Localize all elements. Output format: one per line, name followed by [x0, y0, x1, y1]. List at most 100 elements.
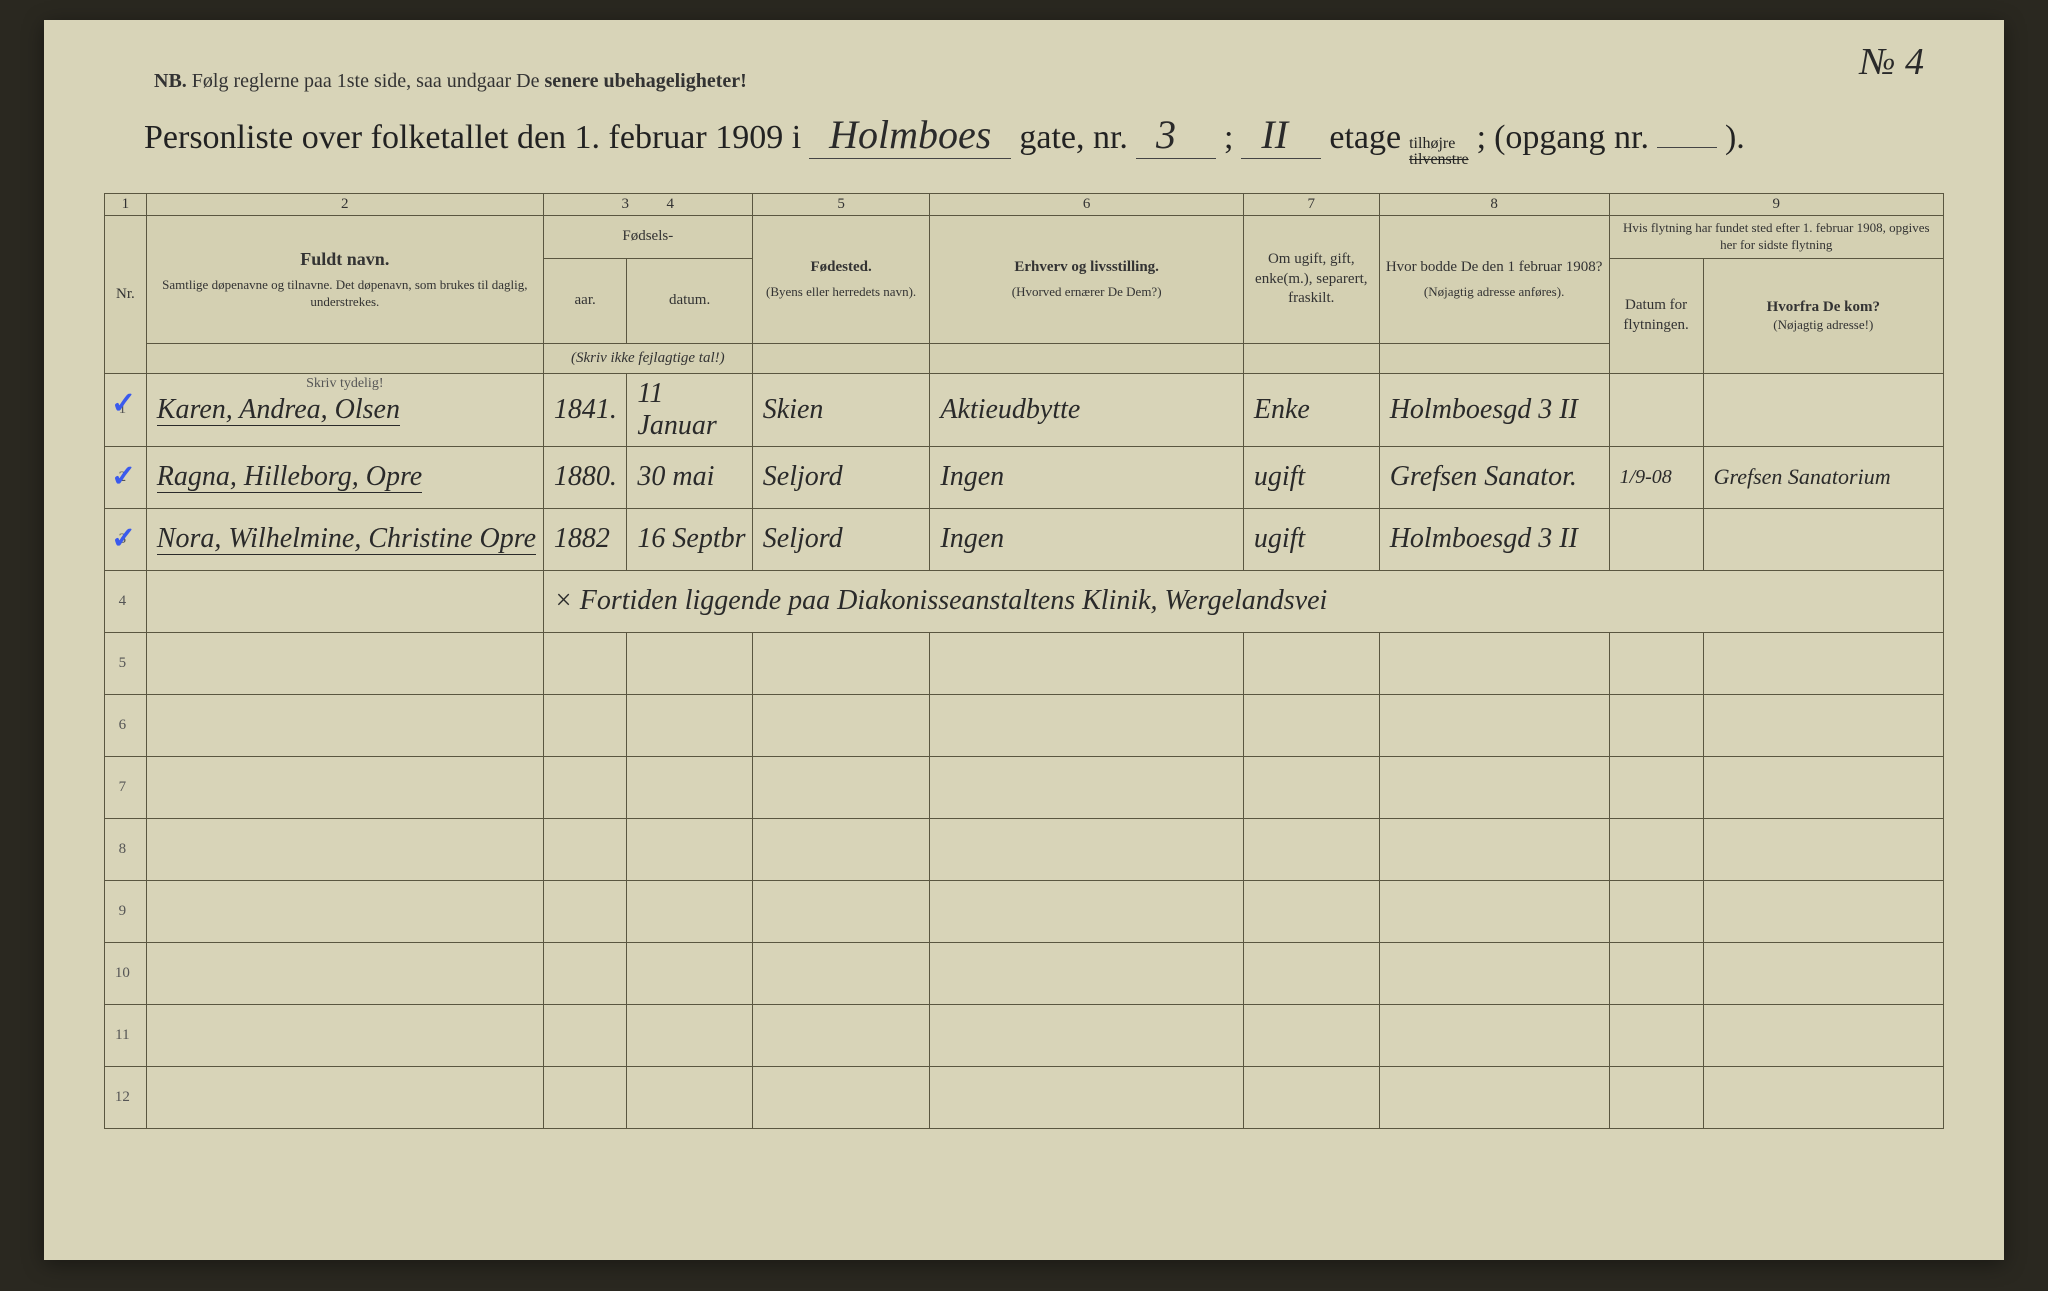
table-row-empty: 8	[105, 818, 1944, 880]
row-number: ✓2	[105, 446, 147, 508]
cell-marital: Enke	[1243, 373, 1379, 446]
table-row: ✓2Ragna, Hilleborg, Opre1880.30 maiSeljo…	[105, 446, 1944, 508]
cell-empty	[1379, 1066, 1609, 1128]
cell-empty	[1243, 1066, 1379, 1128]
cell-empty	[543, 1004, 627, 1066]
header-move-date: Datum for flytningen.	[1609, 258, 1703, 373]
cell-empty	[1379, 694, 1609, 756]
cell-name: Nora, Wilhelmine, Christine Opre	[146, 508, 543, 570]
cell-birthplace: Skien	[752, 373, 930, 446]
cell-move_date	[1609, 508, 1703, 570]
cell-empty	[930, 1066, 1243, 1128]
nb-text: Følg reglerne paa 1ste side, saa undgaar…	[192, 70, 540, 92]
cell-empty	[543, 694, 627, 756]
cell-empty	[930, 694, 1243, 756]
cell-prev_addr: Grefsen Sanator.	[1379, 446, 1609, 508]
row-number: 6	[105, 694, 147, 756]
cell-empty	[1609, 632, 1703, 694]
cell-empty	[543, 880, 627, 942]
cell-empty	[1609, 1066, 1703, 1128]
side-options: tilhøjre tilvenstre	[1409, 136, 1469, 168]
table-row: ✓1Skriv tydelig!Karen, Andrea, Olsen1841…	[105, 373, 1944, 446]
footnote-cell: × Fortiden liggende paa Diakonisseanstal…	[543, 570, 1943, 632]
cell-move_from	[1703, 373, 1943, 446]
cell-empty	[752, 694, 930, 756]
cell-empty	[752, 818, 930, 880]
cell-empty	[1703, 694, 1943, 756]
colnum-9: 9	[1609, 194, 1943, 216]
cell-empty	[1609, 880, 1703, 942]
colnum-6: 6	[930, 194, 1243, 216]
cell-empty	[146, 818, 543, 880]
cell-empty	[146, 632, 543, 694]
cell-move_date: 1/9-08	[1609, 446, 1703, 508]
nb-notice: NB. Følg reglerne paa 1ste side, saa und…	[154, 70, 1944, 93]
cell-empty	[752, 632, 930, 694]
cell-marital: ugift	[1243, 446, 1379, 508]
cell-empty	[1703, 1066, 1943, 1128]
cell-empty	[1609, 1004, 1703, 1066]
cell-empty	[627, 880, 752, 942]
cell-empty	[146, 756, 543, 818]
cell-empty	[1609, 756, 1703, 818]
cell-empty	[1243, 632, 1379, 694]
house-number: 3	[1136, 111, 1216, 159]
cell-move_from	[1703, 508, 1943, 570]
header-occupation-empty	[930, 343, 1243, 373]
cell-empty	[1243, 818, 1379, 880]
header-main-row: Nr. Fuldt navn. Samtlige døpenavne og ti…	[105, 216, 1944, 259]
cell-empty	[627, 756, 752, 818]
cell-year: 1841.	[543, 373, 627, 446]
row-number: 12	[105, 1066, 147, 1128]
header-occupation: Erhverv og livsstilling. (Hvorved ernære…	[930, 216, 1243, 344]
colnum-1: 1	[105, 194, 147, 216]
cell-empty	[1609, 942, 1703, 1004]
header-birthplace: Fødested. (Byens eller herredets navn).	[752, 216, 930, 344]
cell-empty	[1243, 880, 1379, 942]
colnum-7: 7	[1243, 194, 1379, 216]
opgang-nr	[1657, 147, 1717, 148]
table-row-empty: 5	[105, 632, 1944, 694]
cell-empty	[752, 1004, 930, 1066]
cell-move_from: Grefsen Sanatorium	[1703, 446, 1943, 508]
cell-name: Skriv tydelig!Karen, Andrea, Olsen	[146, 373, 543, 446]
row-number: ✓3	[105, 508, 147, 570]
etage-label: etage	[1329, 119, 1401, 157]
row-number: 8	[105, 818, 147, 880]
table-row-empty: 6	[105, 694, 1944, 756]
row-number: 11	[105, 1004, 147, 1066]
row-number: 5	[105, 632, 147, 694]
row-number: 9	[105, 880, 147, 942]
header-col9: Hvis flytning har fundet sted efter 1. f…	[1609, 216, 1943, 259]
cell-empty	[543, 632, 627, 694]
cell-empty	[543, 818, 627, 880]
cell-name: Ragna, Hilleborg, Opre	[146, 446, 543, 508]
cell-empty	[752, 1066, 930, 1128]
skriv-tydelig-label: Skriv tydelig!	[306, 376, 383, 392]
cell-empty	[627, 1066, 752, 1128]
header-marital: Om ugift, gift, enke(m.), separert, fras…	[1243, 216, 1379, 344]
header-year: aar.	[543, 258, 627, 343]
cell-empty	[627, 694, 752, 756]
cell-empty	[1703, 818, 1943, 880]
semicolon2: ;	[1477, 119, 1486, 157]
cell-empty	[752, 756, 930, 818]
cell-prev_addr: Holmboesgd 3 II	[1379, 508, 1609, 570]
cell-empty	[543, 942, 627, 1004]
cell-empty	[1379, 1004, 1609, 1066]
cell-empty	[1703, 1004, 1943, 1066]
opgang-label: (opgang nr.	[1494, 119, 1649, 157]
cell-empty	[1703, 942, 1943, 1004]
cell-empty	[146, 1066, 543, 1128]
cell-empty	[930, 756, 1243, 818]
header-marital-empty	[1243, 343, 1379, 373]
closing-paren: ).	[1725, 119, 1745, 157]
header-nr: Nr.	[105, 216, 147, 374]
semicolon: ;	[1224, 119, 1233, 157]
cell-prev_addr: Holmboesgd 3 II	[1379, 373, 1609, 446]
cell-date: 30 mai	[627, 446, 752, 508]
cell-empty	[1703, 756, 1943, 818]
header-name-empty	[146, 343, 543, 373]
cell-empty	[930, 818, 1243, 880]
cell-empty	[930, 1004, 1243, 1066]
